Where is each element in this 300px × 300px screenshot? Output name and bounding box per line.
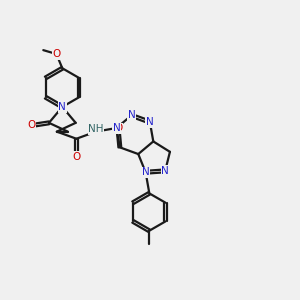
Text: NH: NH xyxy=(88,124,104,134)
Text: N: N xyxy=(142,167,149,177)
Text: N: N xyxy=(58,102,66,112)
Text: N: N xyxy=(112,123,120,133)
Text: O: O xyxy=(52,49,61,59)
Text: N: N xyxy=(146,117,154,127)
Text: O: O xyxy=(72,152,80,162)
Text: N: N xyxy=(161,166,169,176)
Text: O: O xyxy=(28,120,36,130)
Text: N: N xyxy=(112,123,120,133)
Text: O: O xyxy=(114,123,122,133)
Text: N: N xyxy=(128,110,135,120)
